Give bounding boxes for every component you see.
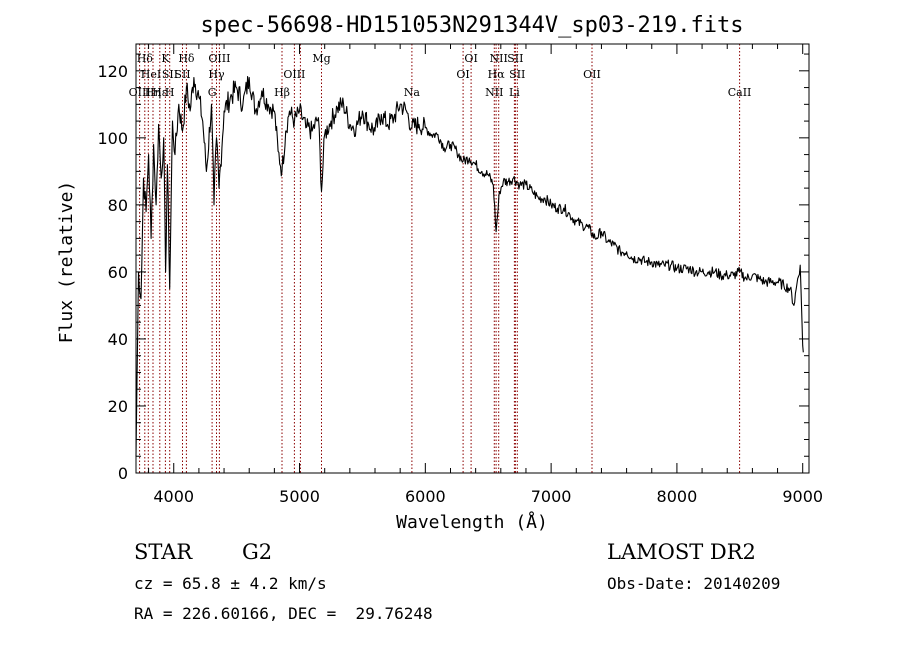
line-label: OII (583, 68, 601, 81)
line-label: HeI (141, 68, 161, 81)
x-tick-label: 9000 (782, 487, 823, 506)
line-label: K (161, 52, 170, 65)
line-label: OIII (208, 52, 230, 65)
line-label: NII (490, 52, 508, 65)
line-label: H (165, 86, 175, 99)
line-label: Hγ (208, 68, 225, 81)
spectral-line-markers (139, 44, 741, 473)
line-label: Hα (488, 68, 506, 81)
x-axis-label: Wavelength (Å) (396, 511, 548, 533)
x-tick-label: 5000 (279, 487, 320, 506)
y-tick-label: 60 (108, 263, 128, 282)
chart-title: spec-56698-HD151053N291344V_sp03-219.fit… (200, 13, 743, 38)
plot-frame (135, 43, 810, 474)
x-tick-label: 7000 (531, 487, 572, 506)
x-tick-label: 6000 (405, 487, 446, 506)
line-label: Hη (145, 86, 161, 99)
line-label: SII (507, 52, 523, 65)
line-label: Hβ (274, 86, 290, 99)
y-axis-label: Flux (relative) (56, 181, 77, 344)
line-label: CaII (728, 86, 752, 99)
redshift-velocity: cz = 65.8 ± 4.2 km/s (134, 574, 327, 593)
survey-name: LAMOST DR2 (607, 540, 756, 564)
line-label: G (208, 86, 217, 99)
y-tick-label: 80 (108, 196, 128, 215)
line-label: SII (509, 68, 525, 81)
observation-date: Obs-Date: 20140209 (607, 574, 781, 593)
line-label: OIII (283, 68, 305, 81)
line-label: Hδ (137, 52, 154, 65)
line-label: Hε (152, 86, 168, 99)
spectrum-series-line (135, 75, 804, 457)
line-label: SII (174, 68, 190, 81)
y-tick-label: 40 (108, 330, 128, 349)
line-label: Na (404, 86, 421, 99)
spectral-line-labels: HδHeIOIIIHηKSIIHεHδSIIHOIIIHγGOIIIHβMgNa… (129, 52, 752, 99)
object-class: STAR (134, 540, 193, 564)
y-tick-label: 20 (108, 397, 128, 416)
line-label: OIII (129, 86, 151, 99)
series-layer (135, 75, 804, 457)
y-tick-label: 100 (97, 129, 128, 148)
y-tick-label: 0 (118, 464, 128, 483)
y-tick-label: 120 (97, 62, 128, 81)
axis-ticks: 4000 5000 6000 7000 8000 9000 0 20 40 60 80 100 120 (97, 44, 823, 506)
line-label: NII (485, 86, 503, 99)
x-tick-label: 4000 (153, 487, 194, 506)
line-label: OI (464, 52, 477, 65)
line-label: Hδ (178, 52, 195, 65)
line-label: OI (456, 68, 469, 81)
line-label: Li (509, 86, 520, 99)
x-tick-label: 8000 (657, 487, 698, 506)
coordinates: RA = 226.60166, DEC = 29.76248 (134, 604, 433, 623)
line-label: SII (162, 68, 178, 81)
object-subclass: G2 (242, 540, 273, 564)
line-label: Mg (312, 52, 330, 65)
